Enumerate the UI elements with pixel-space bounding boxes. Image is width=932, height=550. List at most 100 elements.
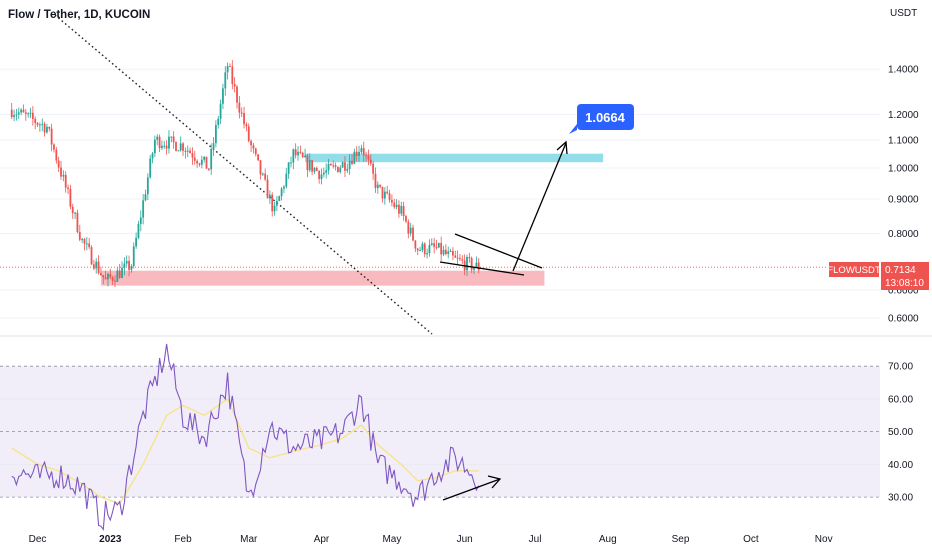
time-tick-label: Oct	[743, 534, 759, 545]
candle-body	[161, 145, 163, 148]
candle-body	[388, 193, 391, 200]
candle-body	[250, 141, 252, 146]
price-pane[interactable]: 1.0664 Flow / Tether, 1D, KUCOIN USDT 1.…	[0, 8, 929, 335]
candle-body	[46, 126, 48, 133]
candle-body	[355, 151, 358, 156]
resistance-zone[interactable]	[305, 153, 604, 163]
price-tick-label: 1.4000	[888, 65, 919, 76]
rsi-tick-label: 70.00	[888, 362, 913, 373]
candle-body	[252, 145, 255, 149]
candle-body	[437, 242, 440, 248]
candle-body	[283, 186, 285, 189]
candle-body	[165, 145, 168, 149]
candle-body	[118, 270, 121, 278]
candle-body	[339, 167, 342, 173]
candle-body	[116, 270, 119, 282]
candle-body	[170, 136, 173, 138]
candle-body	[175, 142, 177, 151]
support-zone[interactable]	[100, 270, 545, 286]
candle-body	[435, 246, 438, 248]
candle-body	[398, 204, 400, 214]
candle-body	[24, 112, 27, 114]
candle-body	[257, 154, 260, 161]
time-tick-label: Nov	[815, 534, 833, 545]
candle-body	[285, 173, 288, 187]
candle-body	[383, 191, 386, 199]
candle-body	[320, 174, 323, 180]
time-tick-label: Sep	[672, 534, 690, 545]
projection-arrowhead	[556, 140, 568, 155]
candle-body	[149, 158, 152, 178]
candle-body	[318, 170, 321, 180]
candle-body	[409, 227, 412, 234]
rsi-divergence-arrow[interactable]	[442, 478, 501, 501]
time-axis[interactable]: Dec 2023 Feb Mar Apr May Jun Jul Aug Sep Oct Nov	[29, 534, 833, 545]
candle-body	[236, 86, 238, 103]
target-price-label: 1.0664	[585, 110, 626, 125]
candle-body	[395, 204, 398, 208]
candle-body	[55, 149, 58, 161]
rsi-tick-label: 40.00	[888, 460, 913, 471]
candle-body	[71, 206, 74, 214]
candle-body	[412, 227, 414, 241]
candle-body	[219, 103, 222, 119]
candle-body	[477, 262, 480, 271]
candle-body	[62, 174, 65, 177]
candle-body	[60, 167, 62, 177]
candle-body	[301, 152, 304, 158]
candle-body	[34, 118, 37, 124]
candle-body	[41, 123, 44, 125]
candle-body	[475, 262, 478, 267]
candle-body	[90, 247, 93, 265]
falling-wedge-drawing[interactable]	[439, 140, 568, 276]
candle-body	[351, 160, 353, 164]
candle-body	[266, 179, 269, 199]
price-axis[interactable]: USDT 1.4000 1.2000 1.1000 1.0000 0.9000 0.800…	[888, 8, 919, 325]
candle-body	[449, 250, 452, 252]
candle-body	[369, 159, 372, 164]
candle-body	[156, 136, 159, 140]
candle-body	[212, 143, 215, 149]
candle-body	[64, 174, 67, 188]
candle-body	[238, 102, 241, 113]
currency-label: USDT	[890, 8, 917, 19]
candle-body	[290, 162, 292, 164]
candle-body	[111, 277, 114, 281]
candle-body	[10, 109, 13, 118]
price-tick-label: 0.8000	[888, 229, 919, 240]
candle-body	[254, 148, 257, 155]
candle-body	[107, 273, 109, 280]
candle-body	[247, 126, 250, 142]
candle-body	[332, 165, 335, 167]
candle-body	[393, 202, 396, 208]
descending-trendline[interactable]	[54, 14, 433, 335]
candle-body	[29, 112, 32, 114]
candle-body	[376, 184, 379, 189]
candle-body	[428, 244, 431, 254]
candle-body	[210, 148, 213, 170]
candle-body	[76, 212, 79, 233]
target-price-callout[interactable]: 1.0664	[569, 104, 634, 134]
candle-body	[430, 243, 433, 245]
candle-body	[287, 162, 290, 174]
candle-body	[360, 148, 363, 152]
candle-body	[276, 200, 278, 206]
candle-body	[362, 148, 365, 156]
projection-arrow	[512, 142, 567, 272]
candle-body	[273, 205, 276, 212]
candle-body	[313, 168, 316, 172]
last-price-value: 0.7134	[885, 265, 916, 276]
candle-body	[421, 243, 424, 251]
candle-body	[452, 250, 454, 256]
candle-body	[419, 250, 421, 252]
rsi-axis[interactable]: 70.00 60.00 50.00 40.00 30.00	[888, 362, 913, 504]
candle-body	[379, 184, 382, 187]
candle-body	[88, 243, 91, 248]
candle-body	[416, 248, 419, 251]
candle-body	[447, 251, 450, 255]
candle-body	[243, 113, 245, 125]
candle-body	[139, 217, 142, 224]
candle-body	[405, 216, 407, 222]
rsi-pane[interactable]: 70.00 60.00 50.00 40.00 30.00	[0, 343, 913, 532]
